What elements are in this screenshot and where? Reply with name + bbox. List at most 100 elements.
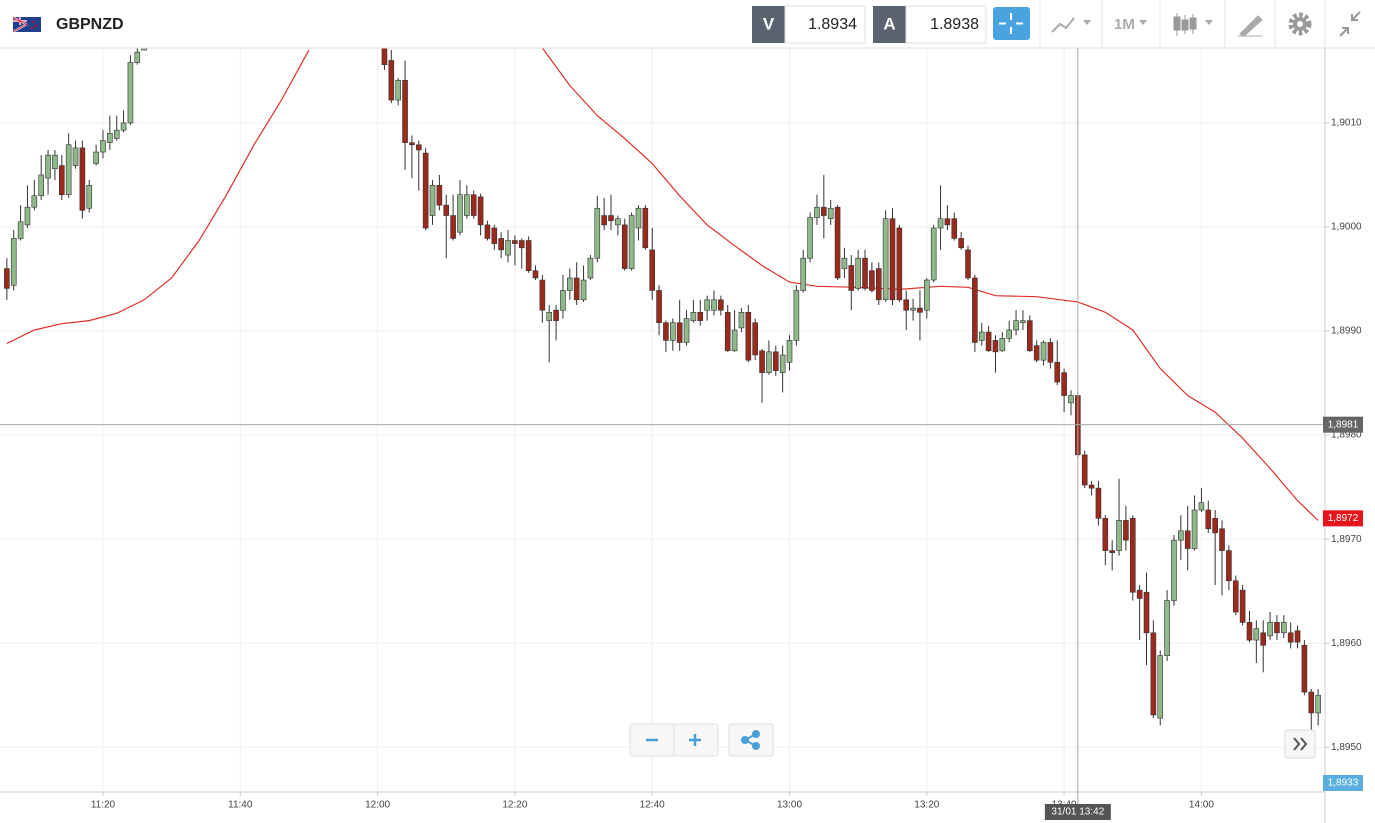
- zoom-in-button[interactable]: [689, 734, 701, 746]
- candle-body: [134, 51, 141, 63]
- candle: [1061, 368, 1067, 413]
- candle: [4, 258, 10, 300]
- flag-icon: [12, 16, 41, 33]
- candle-body: [1191, 509, 1198, 549]
- candle: [930, 224, 937, 283]
- candle-body: [532, 270, 539, 279]
- candle: [1143, 572, 1150, 666]
- candle: [388, 50, 395, 104]
- candle-type-icon[interactable]: [1173, 13, 1197, 36]
- candle-body: [621, 224, 628, 269]
- dropdown-arrow: [1083, 20, 1091, 25]
- candle-body: [1315, 694, 1321, 714]
- chart-type-icon[interactable]: [1051, 17, 1075, 33]
- candle: [821, 174, 827, 239]
- candle: [958, 232, 964, 250]
- ma-price-box: [1323, 510, 1363, 527]
- settings-icon[interactable]: [1288, 12, 1312, 36]
- x-tick-label: 12:00: [365, 800, 390, 811]
- candle: [1232, 575, 1239, 616]
- candle: [107, 115, 113, 150]
- price-labels: 1,8981 31/01 13:42 1,8972 1,8933: [0, 48, 1363, 820]
- candle-body: [999, 338, 1006, 352]
- candle-body: [1020, 320, 1026, 324]
- candle-body: [567, 277, 573, 291]
- candle-body: [1136, 589, 1143, 599]
- candle-body: [484, 224, 491, 239]
- candle: [903, 290, 910, 330]
- candle-body: [862, 257, 868, 289]
- candle-body: [731, 329, 738, 352]
- sell-price-box[interactable]: [784, 5, 866, 44]
- timeframe[interactable]: 1M: [1114, 16, 1135, 33]
- candle: [539, 274, 546, 323]
- candle: [505, 230, 511, 263]
- candle-body: [1198, 502, 1205, 511]
- candle-body: [388, 60, 395, 101]
- buy-price-box[interactable]: [905, 5, 987, 44]
- candle: [985, 325, 992, 352]
- candle-body: [93, 151, 99, 164]
- candle-body: [642, 207, 649, 249]
- candle-body: [738, 312, 745, 329]
- candle: [635, 205, 642, 241]
- candle: [17, 205, 24, 241]
- buy-button[interactable]: [873, 6, 906, 43]
- candle-body: [72, 147, 79, 166]
- candle-body: [608, 215, 614, 222]
- candle-body: [1006, 329, 1012, 339]
- candle-body: [1033, 345, 1040, 361]
- share-button[interactable]: [728, 723, 774, 757]
- x-tick-label: 12:20: [502, 800, 527, 811]
- candle: [457, 180, 463, 236]
- candle: [992, 335, 999, 373]
- candle-body: [415, 144, 422, 151]
- candle-body: [965, 249, 971, 279]
- candle: [1123, 505, 1129, 551]
- dropdown-arrow: [1205, 20, 1213, 25]
- y-tick-label: 1,8980: [1331, 430, 1362, 441]
- draw-icon[interactable]: [1238, 15, 1263, 37]
- candle-body: [903, 299, 910, 311]
- crosshair-price-box: [1323, 416, 1363, 433]
- candle-body: [470, 194, 477, 216]
- candle-body: [1143, 591, 1150, 634]
- collapse-icon[interactable]: [1339, 11, 1361, 37]
- candle-body: [663, 322, 669, 341]
- candle: [814, 194, 820, 225]
- candle: [429, 180, 436, 225]
- candle-body: [779, 354, 786, 373]
- candle: [615, 215, 621, 236]
- candle-body: [52, 154, 58, 170]
- candle: [52, 149, 58, 181]
- share-icon: [741, 730, 760, 750]
- candle: [86, 180, 93, 213]
- candle-body: [711, 299, 717, 311]
- candle: [470, 190, 477, 219]
- candle: [72, 140, 79, 169]
- candle-body: [889, 218, 896, 301]
- candle-body: [1157, 655, 1164, 719]
- candle: [1081, 450, 1088, 489]
- candle: [587, 255, 594, 281]
- candle: [848, 255, 855, 311]
- sell-button[interactable]: [752, 6, 785, 43]
- candle-body: [676, 322, 683, 343]
- candle-body: [1109, 550, 1115, 553]
- candle-body: [594, 207, 601, 259]
- zoom-controls: [629, 723, 1316, 759]
- candle-body: [635, 207, 642, 229]
- candle-body: [1171, 539, 1177, 601]
- moving-average-line: [6, 49, 310, 345]
- candle-body: [807, 217, 813, 259]
- sell-price: 1.8934: [808, 16, 857, 33]
- candle-body: [107, 133, 113, 143]
- crosshair-button[interactable]: [993, 7, 1030, 40]
- candle-body: [429, 185, 436, 216]
- candle-body: [821, 206, 827, 216]
- candle: [793, 285, 800, 346]
- candle: [1095, 480, 1102, 526]
- candle: [937, 185, 944, 250]
